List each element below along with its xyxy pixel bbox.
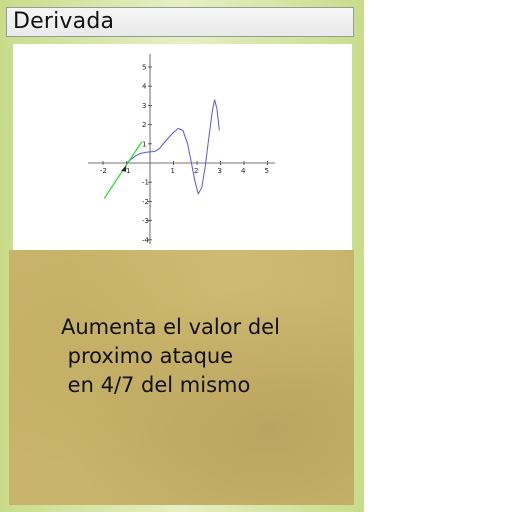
y-tick-label: -3 [142,217,149,225]
card-title: Derivada [13,9,115,34]
effect-line: proximo ataque [61,344,234,368]
function-curve [126,99,220,195]
y-tick-label: -2 [142,198,149,206]
x-tick-label: 3 [218,167,222,175]
y-tick-label: -1 [142,179,149,187]
x-tick-label: -1 [124,167,131,175]
card-effect-panel: Aumenta el valor del proximo ataque en 4… [9,250,354,505]
effect-line: en 4/7 del mismo [61,373,251,397]
card-title-bar: Derivada [6,7,354,37]
x-tick-label: 2 [194,167,198,175]
x-tick-label: 4 [241,167,246,175]
graph-svg: -2 -1 1 2 3 4 5 5 4 3 2 1 -1 -2 -3 -4 [88,54,275,244]
card[interactable]: Derivada -2 -1 1 2 3 4 5 5 4 3 2 1 -1 -2 -3 -4 Aumenta… [0,0,364,512]
y-tick-label: 3 [142,102,146,110]
y-tick-label: -4 [142,236,150,244]
effect-text: Aumenta el valor del proximo ataque en 4… [61,313,280,400]
y-tick-label: 2 [142,121,146,129]
x-tick-label: 5 [265,167,269,175]
y-tick-label: 1 [142,140,146,148]
effect-line: Aumenta el valor del [61,315,280,339]
function-graph: -2 -1 1 2 3 4 5 5 4 3 2 1 -1 -2 -3 -4 [13,44,352,250]
x-tick-label: 1 [171,167,175,175]
y-tick-label: 4 [142,83,147,91]
x-tick-label: -2 [100,167,107,175]
tangent-point-marker [121,165,127,172]
y-tick-label: 5 [142,64,146,72]
